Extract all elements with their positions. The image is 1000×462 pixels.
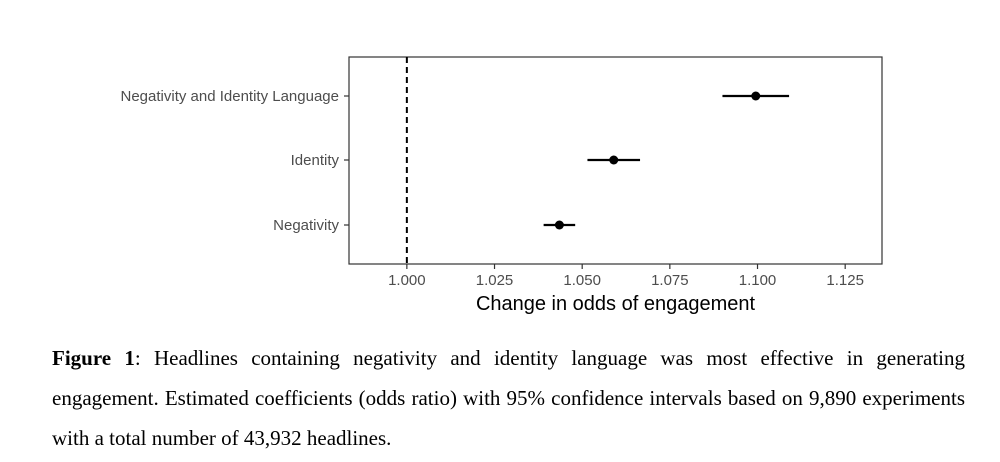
x-tick-label: 1.100 xyxy=(739,272,777,289)
y-tick-label: Negativity xyxy=(273,217,339,234)
y-tick-label: Identity xyxy=(291,152,340,169)
y-tick-label: Negativity and Identity Language xyxy=(121,88,340,105)
x-tick-marks xyxy=(406,264,846,269)
caption-text: : Headlines containing negativity and id… xyxy=(52,346,965,450)
y-tick-labels: Negativity and Identity Language Identity… xyxy=(121,88,340,234)
x-tick-label: 1.025 xyxy=(476,272,514,289)
x-tick-labels: 1.000 1.025 1.050 1.075 1.100 1.125 xyxy=(388,272,864,289)
x-tick-label: 1.125 xyxy=(826,272,864,289)
caption-label: Figure 1 xyxy=(52,346,135,370)
y-tick-marks xyxy=(344,95,349,226)
x-tick-label: 1.050 xyxy=(563,272,601,289)
estimate-point xyxy=(554,220,564,230)
figure-caption: Figure 1: Headlines containing negativit… xyxy=(52,338,965,458)
estimate-point xyxy=(751,91,761,101)
x-axis-title: Change in odds of engagement xyxy=(476,293,756,315)
coefficient-chart: Negativity and Identity Language Identity… xyxy=(121,56,883,315)
x-tick-label: 1.075 xyxy=(651,272,689,289)
estimate-points xyxy=(554,91,761,230)
estimate-point xyxy=(609,155,619,165)
x-tick-label: 1.000 xyxy=(388,272,426,289)
